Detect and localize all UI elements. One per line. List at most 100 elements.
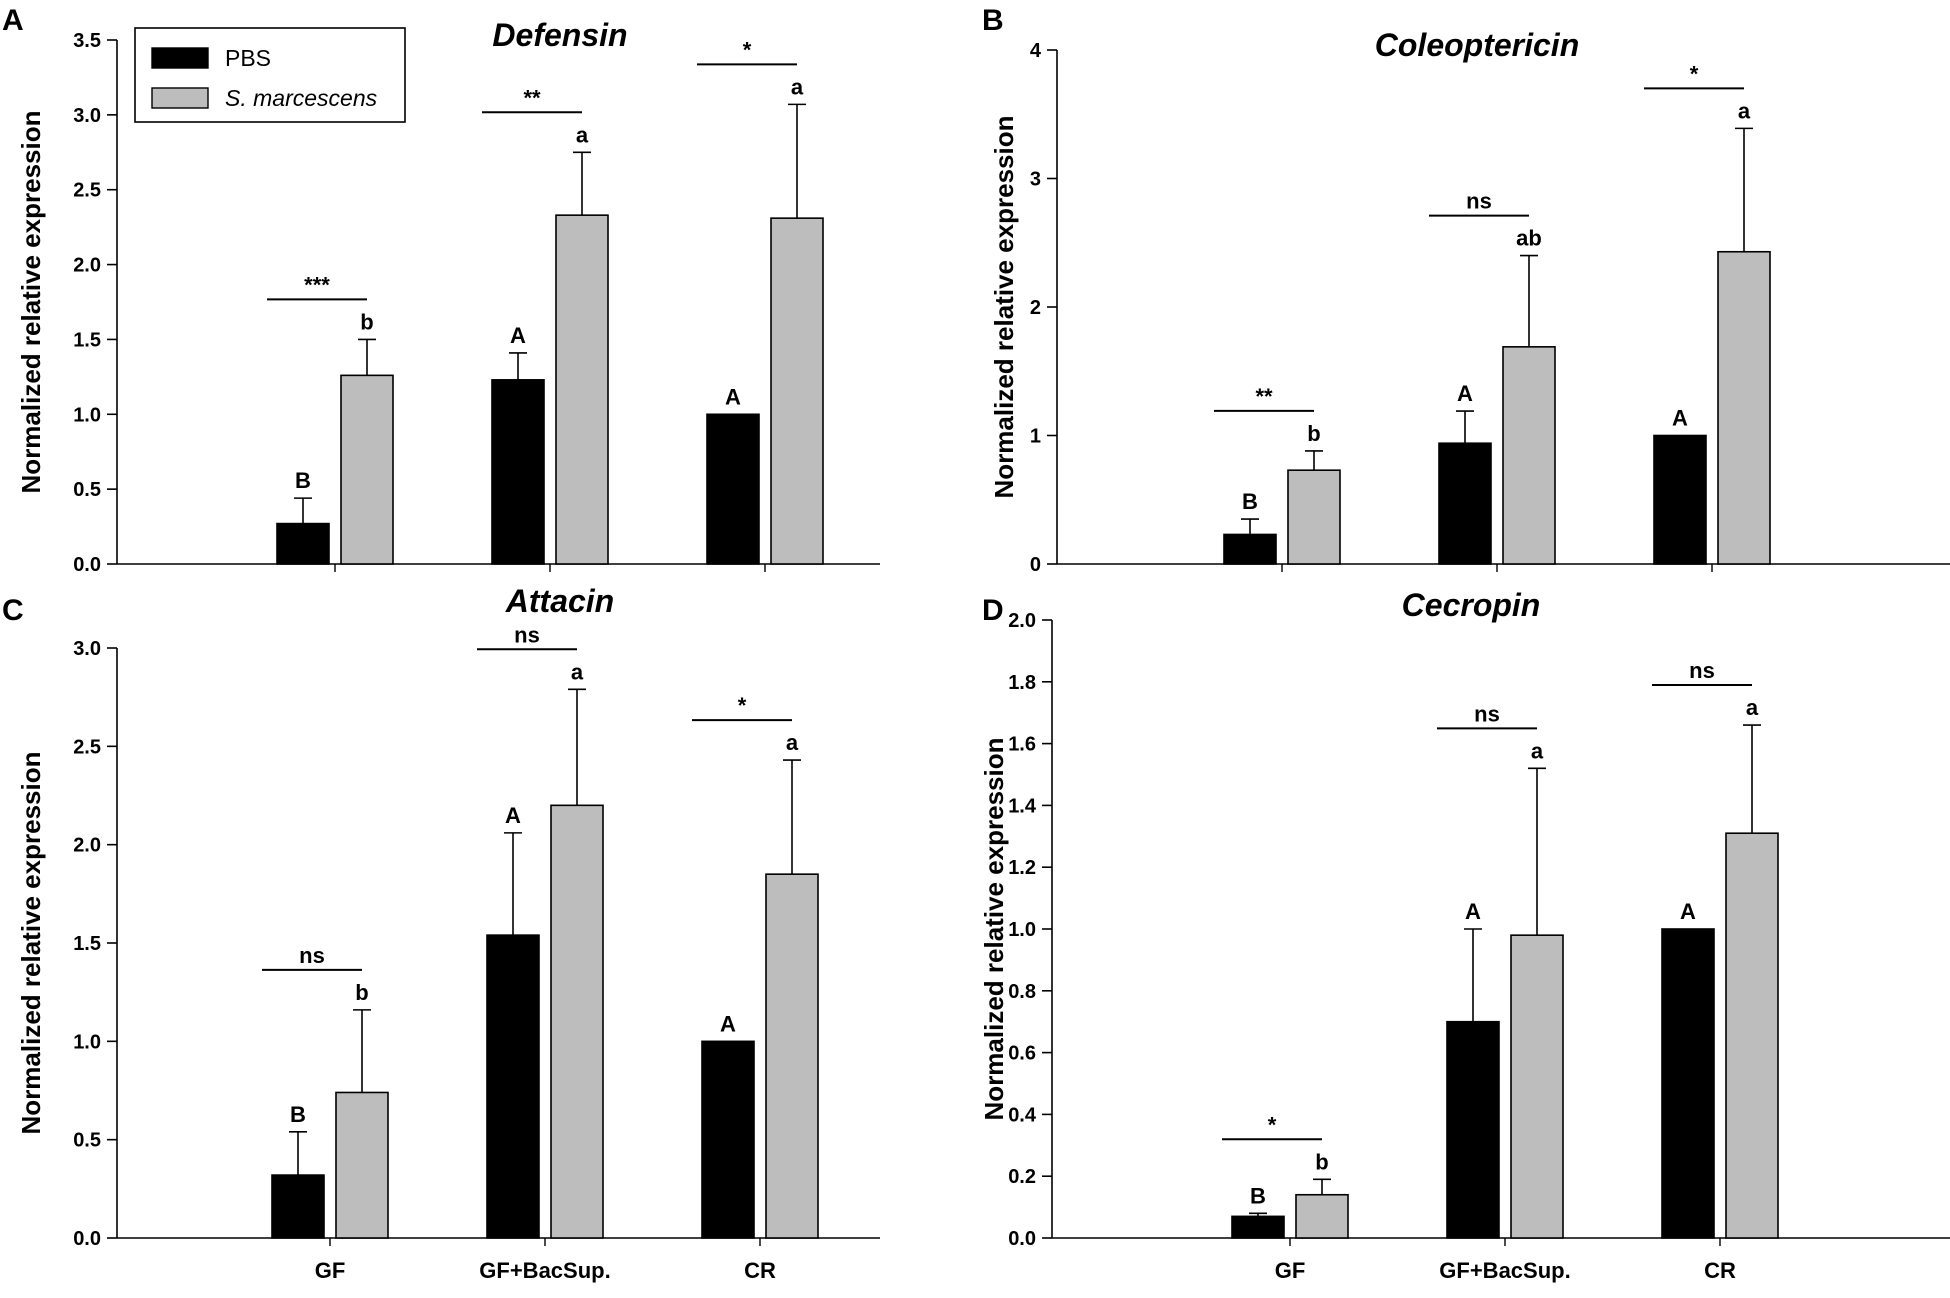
- y-tick-label: 0.6: [1008, 1043, 1036, 1065]
- y-tick-label: 0: [1030, 554, 1041, 576]
- x-tick-label: CR: [1704, 1258, 1736, 1283]
- legend-entry: PBS: [225, 45, 271, 71]
- bar-pbs: [701, 1040, 755, 1239]
- panel-letter: C: [2, 594, 24, 627]
- chart-title: Attacin: [505, 583, 614, 619]
- significance-marker: *: [743, 37, 752, 62]
- bar-pbs: [1653, 434, 1707, 565]
- significance-letter: a: [576, 122, 589, 147]
- y-tick-label: 0.0: [73, 1228, 101, 1250]
- bar-s-marcescens: [555, 214, 609, 565]
- legend: PBS S. marcescens: [134, 27, 406, 123]
- chart-panel-b: B Coleoptericin Normalized relative expres…: [982, 4, 1950, 576]
- significance-marker: ns: [514, 622, 540, 647]
- bar-pbs: [1223, 533, 1277, 565]
- significance-marker: ns: [1689, 658, 1715, 683]
- significance-letter: B: [295, 468, 311, 493]
- y-tick-label: 1.4: [1008, 795, 1037, 817]
- bar-s-marcescens: [1295, 1193, 1349, 1239]
- significance-marker: ***: [304, 272, 330, 297]
- significance-letter: a: [786, 730, 799, 755]
- significance-letter: A: [1457, 381, 1473, 406]
- legend-swatch: [151, 87, 209, 109]
- significance-marker: ns: [1466, 189, 1492, 214]
- significance-letter: b: [355, 980, 368, 1005]
- y-tick-label: 3: [1030, 169, 1041, 191]
- significance-letter: A: [1680, 899, 1696, 924]
- panel-letter: D: [982, 594, 1004, 627]
- significance-letter: B: [290, 1102, 306, 1127]
- y-tick-label: 1.2: [1008, 857, 1036, 879]
- y-tick-label: 2.5: [73, 180, 101, 202]
- bar-s-marcescens: [550, 804, 604, 1239]
- significance-marker: *: [1268, 1112, 1277, 1137]
- legend-swatch: [151, 47, 209, 69]
- y-tick-label: 2.5: [73, 736, 101, 758]
- legend-entry: S. marcescens: [225, 85, 378, 111]
- bar-s-marcescens: [765, 873, 819, 1239]
- significance-marker: ns: [1474, 701, 1500, 726]
- x-tick-label: GF+BacSup.: [1439, 1258, 1570, 1283]
- significance-marker: *: [738, 693, 747, 718]
- significance-letter: b: [1315, 1149, 1328, 1174]
- significance-marker: **: [1255, 384, 1273, 409]
- y-tick-label: 0.5: [73, 479, 101, 501]
- bar-pbs: [491, 379, 545, 565]
- bar-pbs: [1231, 1215, 1285, 1239]
- y-axis-label: Normalized relative expression: [979, 738, 1009, 1121]
- y-axis-label: Normalized relative expression: [989, 116, 1019, 499]
- y-tick-label: 1.0: [73, 404, 101, 426]
- bar-s-marcescens: [1287, 469, 1341, 565]
- significance-letter: a: [571, 659, 584, 684]
- significance-letter: a: [1738, 98, 1751, 123]
- bar-pbs: [276, 522, 330, 565]
- bar-s-marcescens: [1502, 346, 1556, 565]
- y-tick-label: 2: [1030, 297, 1041, 319]
- y-tick-label: 2.0: [73, 835, 101, 857]
- y-tick-label: 1.0: [1008, 919, 1036, 941]
- x-tick-label: GF: [1275, 1258, 1306, 1283]
- bar-pbs: [1446, 1020, 1500, 1239]
- bar-pbs: [1438, 442, 1492, 565]
- significance-letter: a: [1746, 695, 1759, 720]
- significance-letter: A: [1465, 899, 1481, 924]
- bar-s-marcescens: [340, 374, 394, 565]
- y-tick-label: 2.0: [1008, 610, 1036, 632]
- y-tick-label: 2.0: [73, 255, 101, 277]
- bar-pbs: [1661, 928, 1715, 1239]
- significance-letter: A: [510, 323, 526, 348]
- significance-letter: B: [1242, 489, 1258, 514]
- significance-letter: a: [1531, 738, 1544, 763]
- chart-title: Cecropin: [1402, 587, 1541, 623]
- bar-s-marcescens: [1717, 250, 1771, 565]
- y-axis-label: Normalized relative expression: [16, 752, 46, 1135]
- bar-s-marcescens: [1725, 832, 1779, 1239]
- x-tick-label: GF: [315, 1258, 346, 1283]
- bar-s-marcescens: [1510, 934, 1564, 1239]
- significance-marker: **: [523, 85, 541, 110]
- y-tick-label: 3.0: [73, 638, 101, 660]
- y-tick-label: 1.6: [1008, 734, 1036, 756]
- y-tick-label: 0.0: [73, 554, 101, 576]
- y-tick-label: 0.0: [1008, 1228, 1036, 1250]
- significance-letter: A: [1672, 406, 1688, 431]
- y-tick-label: 1.5: [73, 933, 101, 955]
- bar-pbs: [271, 1174, 325, 1239]
- bar-pbs: [706, 413, 760, 565]
- y-tick-label: 3.0: [73, 105, 101, 127]
- y-tick-label: 3.5: [73, 30, 101, 52]
- x-tick-label: GF+BacSup.: [479, 1258, 610, 1283]
- significance-marker: ns: [299, 943, 325, 968]
- bar-s-marcescens: [335, 1091, 389, 1239]
- significance-letter: b: [360, 309, 373, 334]
- y-tick-label: 4: [1030, 40, 1042, 62]
- y-tick-label: 1.5: [73, 329, 101, 351]
- significance-letter: A: [505, 803, 521, 828]
- y-tick-label: 1: [1030, 426, 1041, 448]
- significance-letter: A: [725, 384, 741, 409]
- chart-panel-a: A Defensin Normalized relative expression 0…: [2, 4, 880, 576]
- chart-title: Coleoptericin: [1375, 27, 1579, 63]
- significance-letter: A: [720, 1011, 736, 1036]
